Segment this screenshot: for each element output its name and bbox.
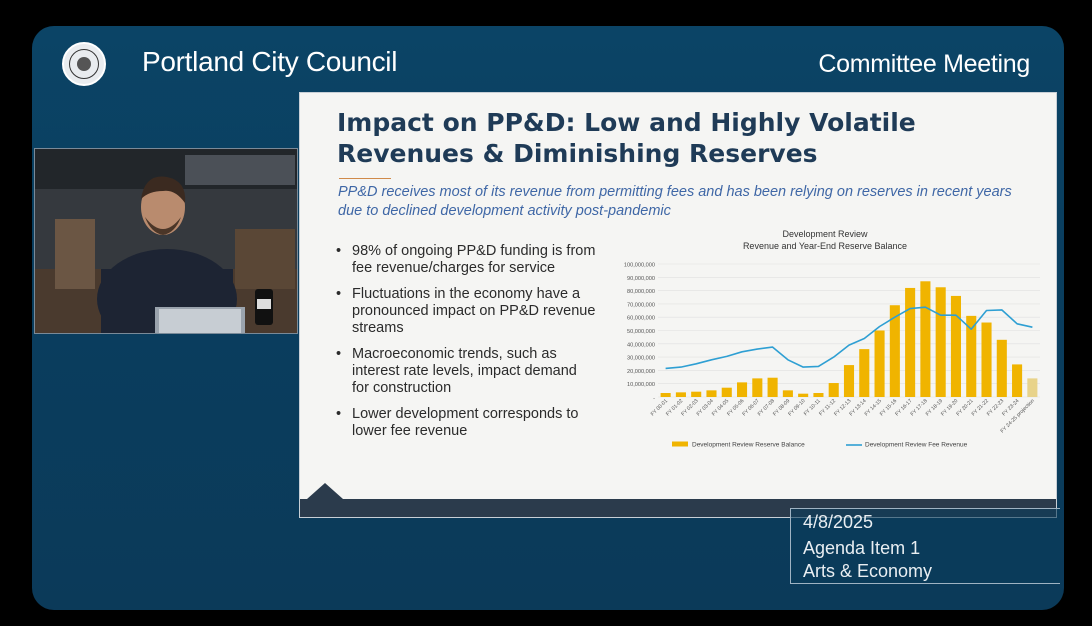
bullet-item: Fluctuations in the economy have a prono… [336,286,596,337]
bar-reserve-balance [996,339,1007,397]
y-tick-label: 50,000,000 [627,329,655,335]
bar-reserve-balance [874,330,885,397]
bar-reserve-balance [721,387,732,397]
bullet-item: Macroeconomic trends, such as interest r… [336,346,596,397]
meeting-type: Committee Meeting [818,50,1030,78]
council-title: Portland City Council [142,46,398,77]
bar-reserve-balance [920,281,931,397]
bar-reserve-balance [859,349,870,397]
chart-subtitle: Revenue and Year-End Reserve Balance [743,241,907,251]
speaker-video [34,148,298,334]
bar-reserve-balance [660,393,671,397]
bar-reserve-balance [813,393,824,397]
bullet-list: 98% of ongoing PP&D funding is from fee … [336,243,596,449]
y-tick-label: 40,000,000 [627,342,655,348]
bullet-item: Lower development corresponds to lower f… [336,406,596,440]
bar-reserve-balance [767,377,778,397]
y-tick-label: 80,000,000 [627,289,655,295]
slide-footer-notch [307,483,343,499]
development-review-chart: Development Review Revenue and Year-End R… [624,229,1040,449]
bar-reserve-balance [736,382,748,397]
bar-reserve-balance [828,383,839,397]
bar-reserve-balance [1012,364,1023,397]
meeting-date: 4/8/2025 [803,512,874,532]
y-tick-label: 20,000,000 [627,369,655,375]
bar-reserve-balance [935,287,946,397]
bar-reserve-balance [752,378,763,397]
chart-title: Development Review [782,229,868,239]
title-divider [339,178,391,179]
y-tick-label: 90,000,000 [627,276,655,282]
speaker-video-image [35,149,297,333]
bar-reserve-balance [1027,378,1038,397]
bullet-item: 98% of ongoing PP&D funding is from fee … [336,243,596,277]
agenda-info-box: 4/8/2025 Agenda Item 1 Arts & Economy [790,508,1060,584]
y-tick-label: - [653,396,655,402]
y-tick-label: 30,000,000 [627,356,655,362]
bar-reserve-balance [691,391,702,397]
bar-reserve-balance [798,393,809,397]
y-tick-label: 10,000,000 [627,382,655,388]
city-seal-icon [62,42,106,86]
y-tick-label: 70,000,000 [627,302,655,308]
legend-label-reserve: Development Review Reserve Balance [692,442,805,449]
bar-reserve-balance [981,322,992,397]
bar-reserve-balance [675,392,686,397]
bar-reserve-balance [950,295,962,397]
legend-label-revenue: Development Review Fee Revenue [865,442,968,449]
bar-reserve-balance [782,390,793,397]
bar-reserve-balance [706,390,717,397]
line-fee-revenue [665,306,1033,370]
bar-reserve-balance [966,315,977,397]
bar-reserve-balance [843,365,855,397]
agenda-item: Agenda Item 1 [803,538,921,558]
legend-swatch-reserve [672,441,688,447]
slide-subtitle: PP&D receives most of its revenue from p… [338,184,1012,219]
presentation-slide: Impact on PP&D: Low and Highly Volatile … [299,92,1057,518]
slide-title: Impact on PP&D: Low and Highly Volatile … [337,108,916,168]
agenda-topic: Arts & Economy [803,561,933,581]
bar-reserve-balance [905,287,916,397]
y-tick-label: 100,000,000 [624,263,655,269]
y-tick-label: 60,000,000 [627,316,655,322]
bar-reserve-balance [889,305,900,397]
